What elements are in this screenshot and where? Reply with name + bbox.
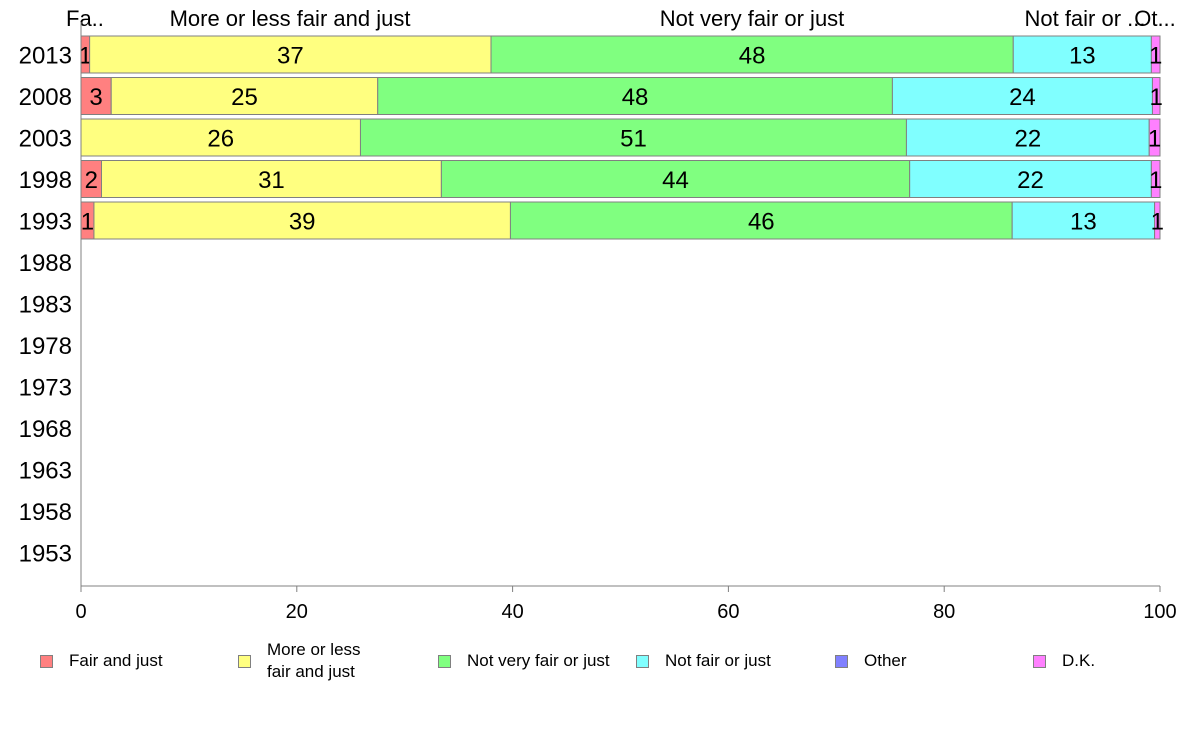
legend-swatch [1033, 654, 1046, 668]
data-label: 24 [1009, 84, 1036, 111]
y-tick-label: 1993 [19, 209, 72, 236]
x-tick-label: 40 [501, 601, 523, 620]
legend-swatch [438, 654, 451, 668]
data-label: 2 [85, 167, 98, 194]
data-label: 3 [89, 84, 102, 111]
legend-item: Not very fair or just [438, 636, 610, 686]
data-label: 1 [1151, 209, 1164, 236]
legend-label: Not fair or just [665, 651, 771, 670]
y-tick-label: 1983 [19, 292, 72, 319]
legend-item: Other [835, 636, 907, 686]
data-label: 37 [277, 43, 304, 70]
data-label: 1 [81, 209, 94, 236]
data-label: 44 [662, 167, 689, 194]
top-label: More or less fair and just [170, 6, 411, 31]
legend-label: Fair and just [69, 651, 163, 670]
bar-segment [110, 77, 379, 115]
y-tick-label: 1978 [19, 333, 72, 360]
bar-segment [80, 118, 361, 157]
y-tick-label: 2008 [19, 84, 72, 111]
legend-label: Other [864, 651, 907, 670]
top-label: Not fair or ... [1024, 6, 1145, 31]
x-tick-label: 20 [286, 601, 308, 620]
legend-swatch [636, 654, 649, 668]
legend-item: D.K. [1033, 636, 1095, 686]
bar-segment [101, 160, 442, 198]
y-tick-label: 1998 [19, 167, 72, 194]
x-tick-label: 80 [933, 601, 955, 620]
y-tick-label: 1988 [19, 250, 72, 277]
y-tick-label: 1953 [19, 541, 72, 568]
legend-label: More or less fair and just [267, 640, 361, 681]
bar-segment [1012, 35, 1152, 74]
y-tick-label: 1973 [19, 375, 72, 402]
data-label: 51 [620, 126, 647, 153]
legend-swatch [40, 654, 53, 668]
legend: Fair and just More or less fair and just N… [0, 636, 1188, 686]
y-tick-label: 1958 [19, 499, 72, 526]
y-tick-label: 2003 [19, 126, 72, 153]
legend-label: D.K. [1062, 651, 1096, 670]
bar-segment [1150, 35, 1161, 74]
legend-item: Fair and just [40, 636, 163, 686]
bar-segment [509, 201, 1013, 240]
x-tick-label: 100 [1143, 601, 1176, 620]
data-label: 1 [1150, 84, 1163, 111]
data-label: 13 [1069, 43, 1096, 70]
legend-swatch [835, 654, 848, 668]
bar-segment [377, 77, 893, 115]
bar-segment [1148, 118, 1161, 157]
bar-segment [440, 160, 911, 198]
data-label: 26 [207, 126, 234, 153]
bar-segment [89, 35, 492, 74]
bar-segment [93, 201, 511, 240]
bar-segment [909, 160, 1152, 198]
bar-segment [1154, 201, 1161, 240]
data-label: 1 [1148, 126, 1161, 153]
bar-segment [1150, 160, 1161, 198]
data-label: 39 [289, 209, 316, 236]
legend-swatch [238, 654, 251, 668]
top-label: Ot... [1134, 6, 1176, 31]
bar-segment [891, 77, 1153, 115]
data-label: 22 [1014, 126, 1041, 153]
legend-item: More or less fair and just [238, 636, 361, 686]
bar-segment [1151, 77, 1161, 115]
y-tick-label: 1968 [19, 416, 72, 443]
legend-label: Not very fair or just [467, 651, 610, 670]
data-label: 46 [748, 209, 775, 236]
bar-segment [1011, 201, 1156, 240]
data-label: 13 [1070, 209, 1097, 236]
data-label: 25 [231, 84, 258, 111]
y-tick-label: 2013 [19, 43, 72, 70]
y-tick-label: 1963 [19, 458, 72, 485]
top-label: Not very fair or just [660, 6, 845, 31]
x-tick-label: 0 [75, 601, 86, 620]
stacked-bar-chart: Fa.. More or less fair and just Not very f… [19, 6, 1177, 620]
data-label: 48 [622, 84, 649, 111]
x-tick-label: 60 [717, 601, 739, 620]
data-label: 22 [1017, 167, 1044, 194]
data-label: 1 [1149, 167, 1162, 194]
legend-item: Not fair or just [636, 636, 771, 686]
data-label: 1 [79, 43, 92, 70]
data-label: 48 [739, 43, 766, 70]
top-label: Fa.. [66, 6, 104, 31]
data-label: 1 [1149, 43, 1162, 70]
data-label: 31 [258, 167, 285, 194]
bar-segment [905, 118, 1150, 157]
